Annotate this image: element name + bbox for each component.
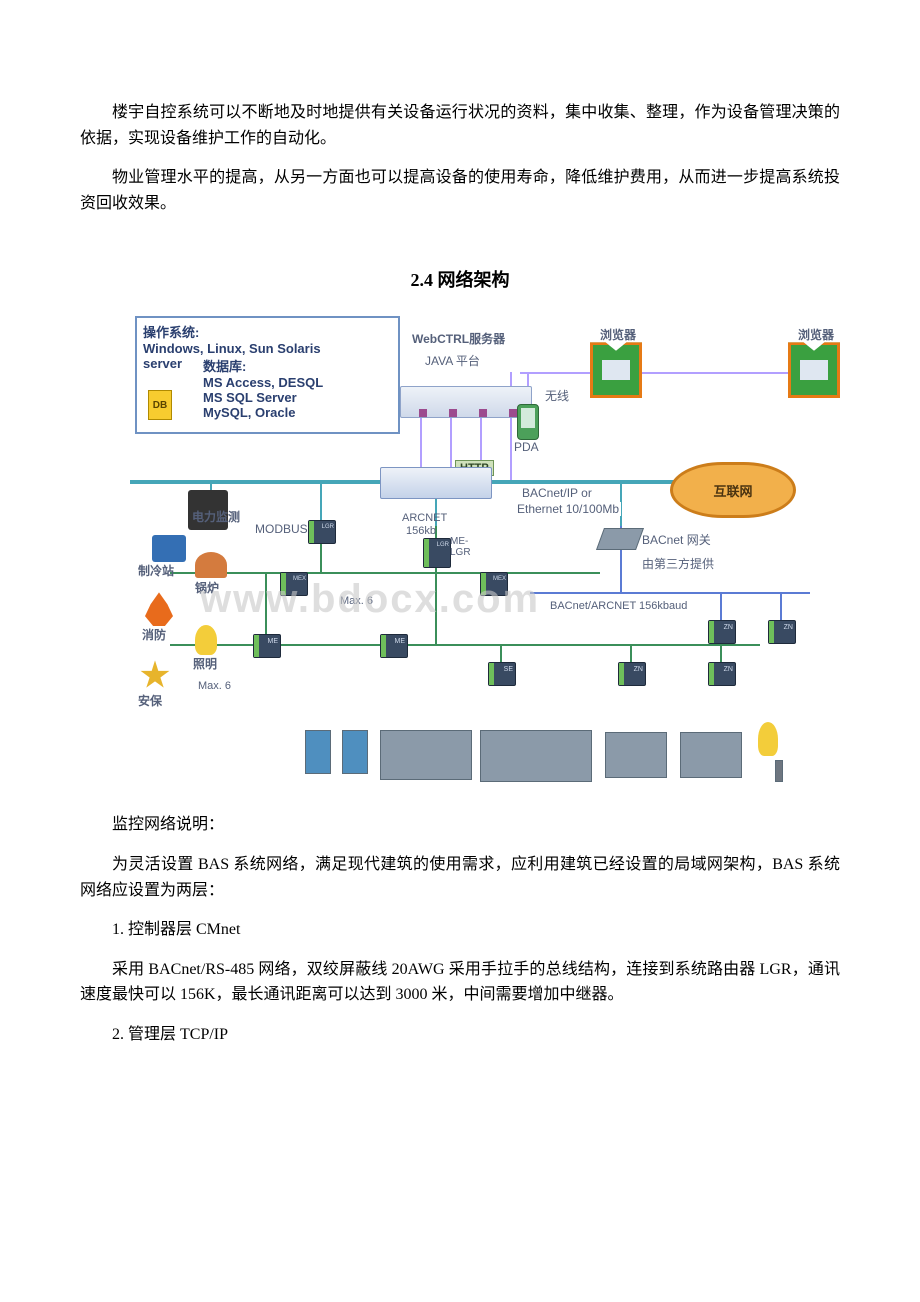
security-label: 安保 (138, 692, 162, 709)
cooling-icon (152, 535, 186, 562)
zn-device-3 (708, 620, 736, 644)
cooling-label: 制冷站 (138, 562, 174, 579)
me-device-2 (380, 634, 408, 658)
arcnet-speed-label: 156kb (406, 525, 436, 537)
os-label: 操作系统: (143, 322, 392, 341)
arcnet-label: ARCNET (402, 512, 447, 524)
server-os-db-box: 操作系统: Windows, Linux, Sun Solaris server… (135, 316, 400, 434)
max6-label-2: Max. 6 (198, 680, 231, 692)
router-glyph (380, 467, 492, 499)
lgr-device (308, 520, 336, 544)
document-page: 楼宇自控系统可以不断地及时地提供有关设备运行状况的资料，集中收集、整理，作为设备… (0, 0, 920, 1122)
fire-label: 消防 (142, 626, 166, 643)
max6-label-1: Max. 6 (340, 595, 373, 607)
fan-2 (680, 732, 742, 778)
bacnetip-label-2: Ethernet 10/100Mb (515, 502, 621, 516)
pump-2 (342, 730, 368, 774)
bacnetip-label-1: BACnet/IP or (520, 486, 594, 500)
browser-2-label: 浏览器 (798, 326, 834, 343)
me-lgr-device (423, 538, 451, 568)
network-architecture-diagram: 操作系统: Windows, Linux, Sun Solaris server… (80, 312, 840, 792)
browser-link-line (520, 372, 820, 374)
bacnet-gateway-label: BACnet 网关 (642, 531, 711, 548)
server-glyph (400, 386, 532, 418)
db-list-3: MySQL, Oracle (143, 405, 392, 420)
boiler-label: 锅炉 (195, 579, 219, 596)
thirdparty-label: 由第三方提供 (642, 555, 714, 572)
pda-label: PDA (514, 440, 539, 454)
db-list-1: MS Access, DESQL (143, 375, 392, 390)
ahu-1 (380, 730, 472, 780)
me-device-1 (253, 634, 281, 658)
db-icon: DB (148, 390, 172, 420)
zn-device-1 (618, 662, 646, 686)
lighting-label: 照明 (193, 655, 217, 672)
browser-2-icon (788, 342, 840, 398)
mex-device-1 (280, 572, 308, 596)
layer1-title: 1. 控制器层 CMnet (80, 917, 840, 943)
modbus-label: MODBUS (255, 522, 308, 536)
os-list: Windows, Linux, Sun Solaris (143, 341, 392, 356)
lighting-icon (195, 625, 217, 655)
paragraph-1: 楼宇自控系统可以不断地及时地提供有关设备运行状况的资料，集中收集、整理，作为设备… (80, 100, 840, 151)
pump-1 (305, 730, 331, 774)
arcnet-bus-1 (170, 572, 600, 574)
db-label: 数据库: (203, 356, 246, 375)
java-label: JAVA 平台 (425, 352, 480, 369)
se-device (488, 662, 516, 686)
bulb-icon (758, 722, 778, 756)
bacnet-arcnet-label: BACnet/ARCNET 156kbaud (550, 600, 687, 612)
zn-device-2 (708, 662, 736, 686)
mex-device-2 (480, 572, 508, 596)
paragraph-4: 采用 BACnet/RS-485 网络，双绞屏蔽线 20AWG 采用手拉手的总线… (80, 957, 840, 1008)
fire-icon (145, 592, 173, 626)
layer2-title: 2. 管理层 TCP/IP (80, 1022, 840, 1048)
power-monitor-label: 电力监测 (192, 508, 240, 525)
internet-label: 互联网 (713, 481, 752, 500)
boiler-icon (195, 552, 227, 578)
fan-1 (605, 732, 667, 778)
browser-1-icon (590, 342, 642, 398)
bulb-stem (775, 760, 783, 782)
bacnet-arc-bus (530, 592, 810, 594)
monitor-heading: 监控网络说明： (80, 812, 840, 838)
wireless-label: 无线 (545, 387, 569, 404)
server-label: server (143, 356, 203, 375)
security-icon (140, 660, 170, 690)
bacnet-gateway-icon (596, 528, 644, 550)
section-title: 2.4 网络架构 (80, 266, 840, 292)
chiller-1 (480, 730, 592, 782)
internet-cloud: 互联网 (670, 462, 796, 518)
pda-icon (517, 404, 539, 440)
webctrl-label: WebCTRL服务器 (412, 330, 505, 347)
browser-1-label: 浏览器 (600, 326, 636, 343)
paragraph-2: 物业管理水平的提高，从另一方面也可以提高设备的使用寿命，降低维护费用，从而进一步… (80, 165, 840, 216)
zn-device-4 (768, 620, 796, 644)
paragraph-3: 为灵活设置 BAS 系统网络，满足现代建筑的使用需求，应利用建筑已经设置的局域网… (80, 852, 840, 903)
db-list-2: MS SQL Server (143, 390, 392, 405)
